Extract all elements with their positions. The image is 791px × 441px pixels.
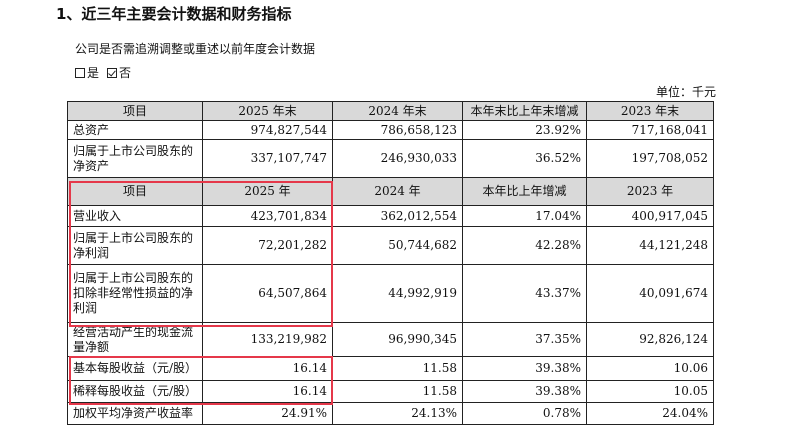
table-row: 归属于上市公司股东的扣除非经常性损益的净利润 64,507,864 44,992…	[67, 264, 714, 323]
cell-value: 400,917,045	[586, 205, 714, 227]
cell-value: 72,201,282	[202, 226, 333, 265]
cell-value: 39.38%	[462, 380, 587, 403]
cell-value: 23.92%	[462, 120, 587, 140]
cell-value: 786,658,123	[332, 120, 463, 140]
cell-value: 0.78%	[462, 402, 587, 425]
row-label: 归属于上市公司股东的净资产	[67, 139, 203, 178]
cell-value: 43.37%	[462, 264, 587, 323]
unit-label: 单位：千元	[655, 85, 716, 99]
cell-value: 92,826,124	[586, 322, 714, 357]
cell-value: 17.04%	[462, 205, 587, 227]
cell-value: 44,992,919	[332, 264, 463, 323]
cell-value: 10.05	[586, 380, 714, 403]
section-heading: 1、近三年主要会计数据和财务指标	[56, 5, 292, 23]
row-label: 归属于上市公司股东的净利润	[67, 226, 203, 265]
cell-value: 64,507,864	[202, 264, 333, 323]
cell-value: 37.35%	[462, 322, 587, 357]
cell-value: 24.04%	[586, 402, 714, 425]
cell-value: 974,827,544	[202, 120, 333, 140]
cell-value: 44,121,248	[586, 226, 714, 265]
table-header-row: 项目 2025 年 2024 年 本年比上年增减 2023 年	[67, 177, 714, 206]
cell-value: 362,012,554	[332, 205, 463, 227]
cell-value: 197,708,052	[586, 139, 714, 178]
cell-value: 423,701,834	[202, 205, 333, 227]
cell-value: 24.13%	[332, 402, 463, 425]
cell-value: 40,091,674	[586, 264, 714, 323]
option-yes-label: 是	[87, 66, 100, 80]
header-cell: 2025 年末	[202, 101, 333, 121]
table-row: 基本每股收益（元/股） 16.14 11.58 39.38% 10.06	[67, 356, 714, 381]
table-header-row: 项目 2025 年末 2024 年末 本年末比上年末增减 2023 年末	[67, 101, 714, 121]
cell-value: 717,168,041	[586, 120, 714, 140]
cell-value: 337,107,747	[202, 139, 333, 178]
checkbox-no	[107, 67, 118, 78]
header-cell: 本年比上年增减	[462, 177, 587, 206]
row-label: 总资产	[67, 120, 203, 140]
cell-value: 10.06	[586, 356, 714, 381]
header-cell: 2023 年末	[586, 101, 714, 121]
row-label: 经营活动产生的现金流量净额	[67, 322, 203, 357]
financial-data-table: 项目 2025 年末 2024 年末 本年末比上年末增减 2023 年末 总资产…	[67, 101, 714, 425]
header-cell: 项目	[67, 101, 203, 121]
cell-value: 11.58	[332, 356, 463, 381]
header-cell: 本年末比上年末增减	[462, 101, 587, 121]
restatement-options: 是 否	[75, 64, 139, 81]
cell-value: 96,990,345	[332, 322, 463, 357]
restatement-question: 公司是否需追溯调整或重述以前年度会计数据	[75, 42, 316, 56]
cell-value: 36.52%	[462, 139, 587, 178]
cell-value: 246,930,033	[332, 139, 463, 178]
checkbox-yes	[75, 67, 85, 78]
cell-value: 42.28%	[462, 226, 587, 265]
header-cell: 2023 年	[586, 177, 714, 206]
cell-value: 133,219,982	[202, 322, 333, 357]
cell-value: 16.14	[202, 380, 333, 403]
cell-value: 24.91%	[202, 402, 333, 425]
table-row: 总资产 974,827,544 786,658,123 23.92% 717,1…	[67, 120, 714, 140]
row-label: 营业收入	[67, 205, 203, 227]
header-cell: 2024 年	[332, 177, 463, 206]
table-row: 稀释每股收益（元/股） 16.14 11.58 39.38% 10.05	[67, 380, 714, 403]
row-label: 稀释每股收益（元/股）	[67, 380, 203, 403]
cell-value: 11.58	[332, 380, 463, 403]
cell-value: 39.38%	[462, 356, 587, 381]
table-row: 经营活动产生的现金流量净额 133,219,982 96,990,345 37.…	[67, 322, 714, 357]
row-label: 归属于上市公司股东的扣除非经常性损益的净利润	[67, 264, 203, 323]
header-cell: 2025 年	[202, 177, 333, 206]
row-label: 基本每股收益（元/股）	[67, 356, 203, 381]
table-row: 营业收入 423,701,834 362,012,554 17.04% 400,…	[67, 205, 714, 227]
cell-value: 50,744,682	[332, 226, 463, 265]
table-row: 加权平均净资产收益率 24.91% 24.13% 0.78% 24.04%	[67, 402, 714, 425]
header-cell: 项目	[67, 177, 203, 206]
table-row: 归属于上市公司股东的净利润 72,201,282 50,744,682 42.2…	[67, 226, 714, 265]
table-row: 归属于上市公司股东的净资产 337,107,747 246,930,033 36…	[67, 139, 714, 178]
cell-value: 16.14	[202, 356, 333, 381]
row-label: 加权平均净资产收益率	[67, 402, 203, 425]
header-cell: 2024 年末	[332, 101, 463, 121]
option-no-label: 否	[119, 66, 132, 80]
